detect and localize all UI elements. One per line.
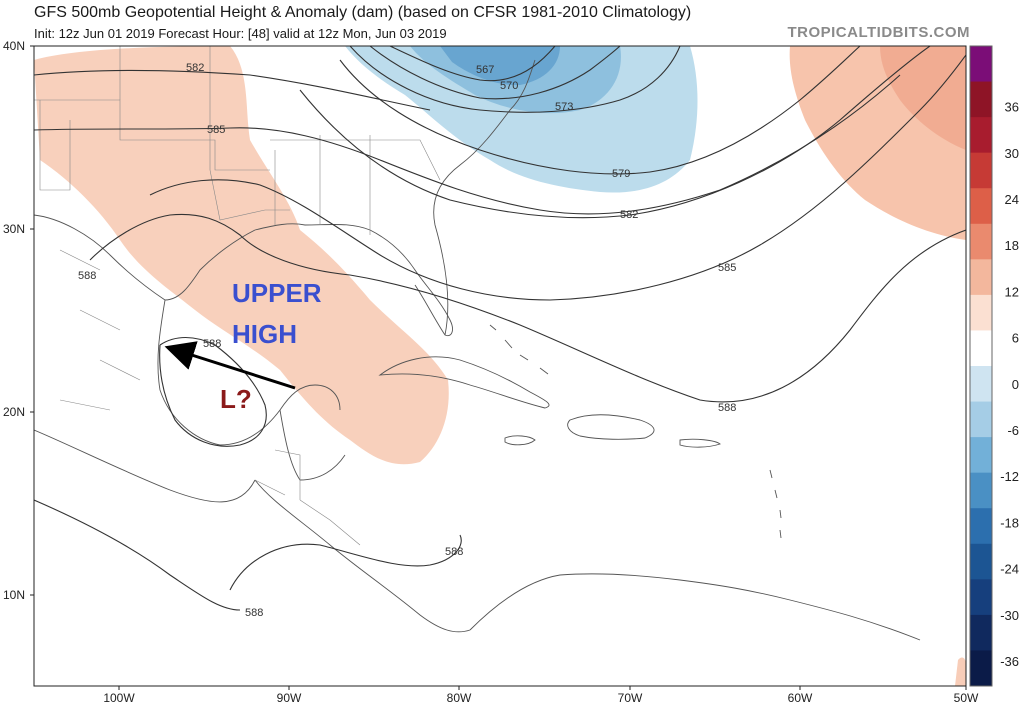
possible-low-label: L? <box>220 384 252 414</box>
colorbar-swatch <box>970 223 992 260</box>
contour-labels: 582 585 567 570 573 579 582 585 588 588 … <box>78 62 736 619</box>
lon-label: 60W <box>788 691 813 705</box>
contour-label: 588 <box>203 338 221 350</box>
colorbar-label: -18 <box>1000 515 1019 530</box>
positive-anomaly-west <box>34 46 449 465</box>
contour-label: 585 <box>207 124 225 136</box>
anomaly-colorbar: 36 30 24 18 12 6 0 -6 -12 -18 -24 -30 -36 <box>969 45 1019 687</box>
colorbar-label: 18 <box>1005 238 1019 253</box>
lon-label: 50W <box>954 691 979 705</box>
colorbar-label: -36 <box>1000 654 1019 669</box>
colorbar-swatch <box>970 437 992 474</box>
colorbar-swatch <box>970 294 992 331</box>
contour-label: 573 <box>555 101 573 113</box>
colorbar-swatch <box>970 81 992 118</box>
longitude-axis: 100W 90W 80W 70W 60W 50W <box>103 686 979 705</box>
colorbar-swatch <box>970 401 992 438</box>
lat-label: 30N <box>3 222 25 236</box>
colorbar-swatch <box>970 614 992 651</box>
colorbar-swatch <box>970 46 992 83</box>
colorbar-label: -6 <box>1007 423 1019 438</box>
lat-label: 40N <box>3 39 25 53</box>
site-brand: TROPICALTIDBITS.COM <box>787 24 970 41</box>
colorbar-swatch <box>970 330 992 367</box>
colorbar-swatch <box>970 472 992 509</box>
map-subtitle: Init: 12z Jun 01 2019 Forecast Hour: [48… <box>34 26 447 41</box>
map-title: GFS 500mb Geopotential Height & Anomaly … <box>34 4 692 21</box>
contour-label: 570 <box>500 80 518 92</box>
contour-label: 588 <box>718 402 736 414</box>
lon-label: 90W <box>277 691 302 705</box>
map-frame <box>33 45 967 687</box>
colorbar-label: 6 <box>1012 331 1019 346</box>
lon-label: 80W <box>447 691 472 705</box>
colorbar-swatch <box>970 259 992 296</box>
positive-anomaly-patch <box>955 657 966 686</box>
contour-label: 582 <box>620 209 638 221</box>
contour-label: 579 <box>612 168 630 180</box>
colorbar-swatch <box>970 366 992 403</box>
movement-arrow <box>164 341 296 390</box>
lat-label: 20N <box>3 405 25 419</box>
colorbar-swatch <box>970 579 992 616</box>
colorbar-label: -12 <box>1000 469 1019 484</box>
political-borders <box>34 46 441 546</box>
lon-label: 70W <box>618 691 643 705</box>
colorbar-label: 36 <box>1005 100 1019 115</box>
latitude-axis: 40N 30N 20N 10N <box>3 39 34 602</box>
height-contours <box>34 46 966 611</box>
colorbar-label: -30 <box>1000 608 1019 623</box>
colorbar-swatch <box>970 188 992 225</box>
lat-label: 10N <box>3 588 25 602</box>
colorbar-swatch <box>970 152 992 189</box>
positive-anomaly-east-core <box>880 46 966 150</box>
colorbar-label: -24 <box>1000 562 1019 577</box>
colorbar-swatch <box>970 508 992 545</box>
colorbar-frame <box>969 45 993 687</box>
upper-high-label-line1: UPPER <box>232 278 322 308</box>
lon-label: 100W <box>103 691 135 705</box>
colorbar-label: 24 <box>1005 192 1019 207</box>
coastlines <box>34 59 921 641</box>
contour-label: 588 <box>78 270 96 282</box>
colorbar-swatch <box>970 650 992 687</box>
colorbar-label: 30 <box>1005 146 1019 161</box>
colorbar-label: 12 <box>1005 284 1019 299</box>
contour-label: 567 <box>476 64 494 76</box>
colorbar-swatch <box>970 543 992 580</box>
upper-high-label-line2: HIGH <box>232 319 297 349</box>
contour-label: 585 <box>718 262 736 274</box>
colorbar-swatch <box>970 117 992 154</box>
contour-label: 582 <box>186 62 204 74</box>
contour-label: 588 <box>445 546 463 558</box>
colorbar-label: 0 <box>1012 377 1019 392</box>
contour-label: 588 <box>245 607 263 619</box>
